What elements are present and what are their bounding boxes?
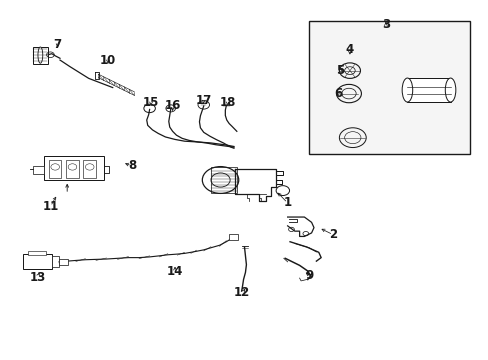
Bar (59, 259, 67, 265)
Bar (407, 78, 449, 102)
Text: 9: 9 (305, 269, 313, 282)
Bar (66, 160, 79, 177)
Text: 5: 5 (336, 64, 344, 77)
Text: 6: 6 (333, 87, 342, 100)
Bar (308, 21, 469, 154)
Text: 3: 3 (381, 18, 389, 31)
Text: 7: 7 (53, 38, 61, 51)
Text: 13: 13 (29, 270, 45, 284)
Text: 12: 12 (233, 287, 250, 300)
Bar (210, 167, 237, 193)
Bar (33, 47, 48, 64)
Bar (52, 256, 59, 267)
Text: 14: 14 (166, 265, 183, 278)
Ellipse shape (401, 78, 412, 102)
Bar (229, 234, 237, 240)
Ellipse shape (445, 78, 455, 102)
Bar (83, 160, 96, 177)
Text: 11: 11 (42, 200, 59, 213)
Text: 10: 10 (100, 54, 116, 67)
Bar (49, 160, 61, 177)
Ellipse shape (38, 47, 42, 63)
Bar (28, 251, 46, 255)
Bar (44, 156, 104, 180)
Text: 15: 15 (142, 96, 159, 109)
Text: 17: 17 (195, 94, 211, 107)
Bar (23, 254, 52, 269)
Text: 16: 16 (164, 99, 181, 112)
Text: 1: 1 (283, 197, 291, 210)
Text: 18: 18 (219, 96, 235, 109)
Text: 2: 2 (328, 228, 337, 241)
Bar (33, 166, 44, 174)
Text: 4: 4 (345, 43, 353, 56)
Text: 8: 8 (127, 159, 136, 172)
